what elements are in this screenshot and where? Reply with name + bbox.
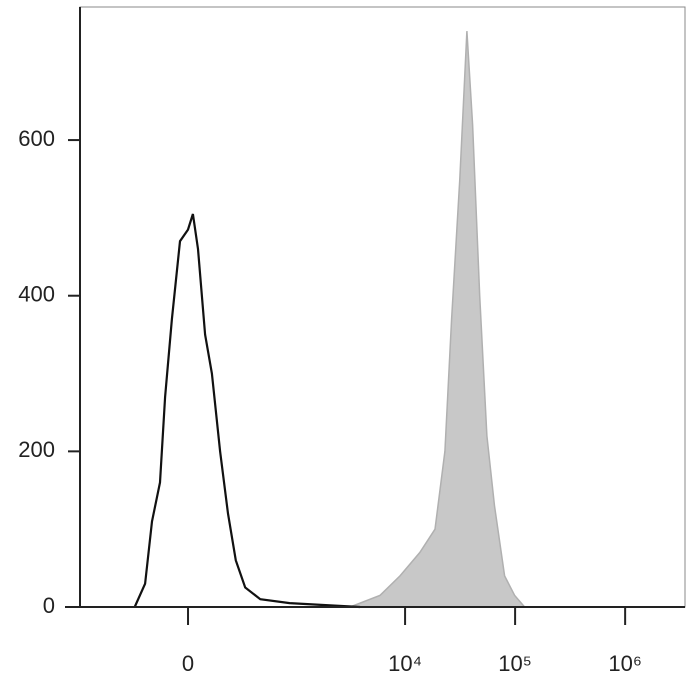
plot-frame xyxy=(79,6,686,608)
y-tick-label: 400 xyxy=(18,282,55,307)
histogram-area xyxy=(349,31,526,608)
x-tick-label: 0 xyxy=(182,651,194,676)
x-tick-label: 10⁶ xyxy=(608,651,642,676)
y-tick-label: 200 xyxy=(18,437,55,462)
histogram-line xyxy=(133,213,361,609)
y-tick-label: 600 xyxy=(18,126,55,151)
x-tick-label: 10⁴ xyxy=(388,651,422,676)
x-tick-label: 10⁵ xyxy=(498,651,532,676)
y-tick-label: 0 xyxy=(43,593,55,618)
